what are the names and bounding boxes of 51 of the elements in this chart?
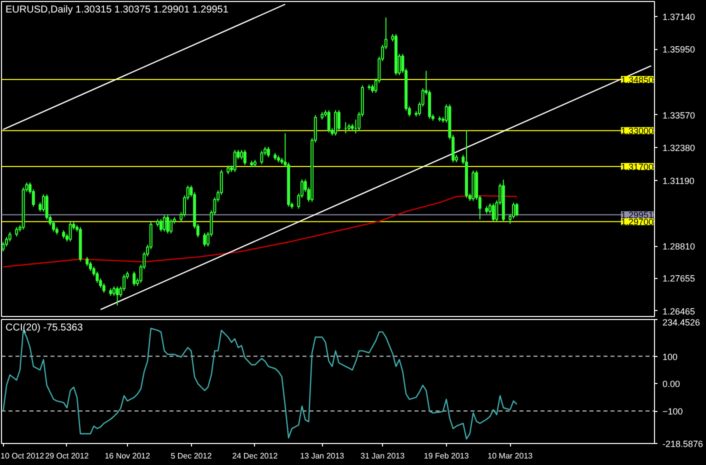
line-series bbox=[2, 195, 518, 268]
candlestick bbox=[112, 286, 116, 296]
candlestick bbox=[203, 232, 206, 247]
y-tick-label: 1.35950 bbox=[662, 44, 696, 55]
y-tick-label: 1.27655 bbox=[662, 274, 696, 284]
y-tick-label: 234.4526 bbox=[662, 318, 700, 328]
chart-title: EURUSD,Daily 1.30315 1.30375 1.29901 1.29951 bbox=[6, 4, 229, 16]
candlestick bbox=[86, 256, 89, 267]
x-tick-label: 19 Feb 2013 bbox=[424, 452, 470, 460]
candlestick bbox=[515, 202, 518, 217]
y-tick-label: 1.33570 bbox=[662, 110, 696, 120]
y-tick-label: 1.37140 bbox=[662, 12, 696, 22]
candlestick bbox=[266, 146, 270, 158]
candlestick bbox=[243, 149, 246, 166]
candlestick bbox=[68, 222, 72, 242]
candlestick bbox=[492, 202, 495, 222]
x-tick-label: 10 Mar 2013 bbox=[488, 452, 534, 460]
ref-line-label: 1.29700 bbox=[620, 217, 654, 228]
y-tick-label: 1.31190 bbox=[662, 176, 694, 186]
chart-title: CCI(20) -75.5363 bbox=[6, 322, 84, 334]
candlestick bbox=[240, 149, 244, 160]
candlestick bbox=[166, 214, 170, 234]
x-tick-label: 29 Oct 2012 bbox=[45, 452, 90, 460]
candlestick bbox=[162, 214, 166, 232]
candlestick bbox=[260, 150, 264, 165]
y-tick-label: −100 bbox=[662, 406, 683, 417]
x-tick-label: 13 Jan 2013 bbox=[300, 452, 345, 460]
y-tick-label: 1.28810 bbox=[662, 242, 696, 252]
candlestick bbox=[15, 226, 18, 238]
candlestick bbox=[102, 282, 106, 294]
candlestick bbox=[337, 110, 340, 132]
x-tick-label: 24 Dec 2012 bbox=[232, 452, 278, 460]
x-tick-label: 31 Jan 2013 bbox=[360, 452, 406, 460]
candlestick bbox=[327, 110, 330, 134]
candlestick bbox=[170, 218, 173, 234]
x-tick-label: 16 Nov 2012 bbox=[104, 452, 151, 460]
y-tick-label: -218.5876 bbox=[662, 439, 704, 449]
ref-line-label: 1.34850 bbox=[620, 75, 654, 86]
ref-line-label: 1.31700 bbox=[620, 162, 654, 172]
y-tick-label: 100 bbox=[662, 352, 678, 362]
y-tick-label: 1.32380 bbox=[662, 143, 696, 154]
ref-line-label: 1.33000 bbox=[620, 126, 654, 136]
candlestick bbox=[159, 218, 162, 232]
x-tick-label: 10 Oct 2012 bbox=[0, 452, 45, 460]
candlestick bbox=[116, 286, 119, 306]
candlestick bbox=[334, 110, 338, 136]
x-tick-label: 5 Dec 2012 bbox=[170, 452, 212, 460]
candlestick bbox=[132, 271, 136, 286]
y-tick-label: 0.00 bbox=[662, 379, 680, 390]
y-tick-label: 1.26465 bbox=[662, 306, 696, 316]
candlestick bbox=[233, 149, 236, 172]
